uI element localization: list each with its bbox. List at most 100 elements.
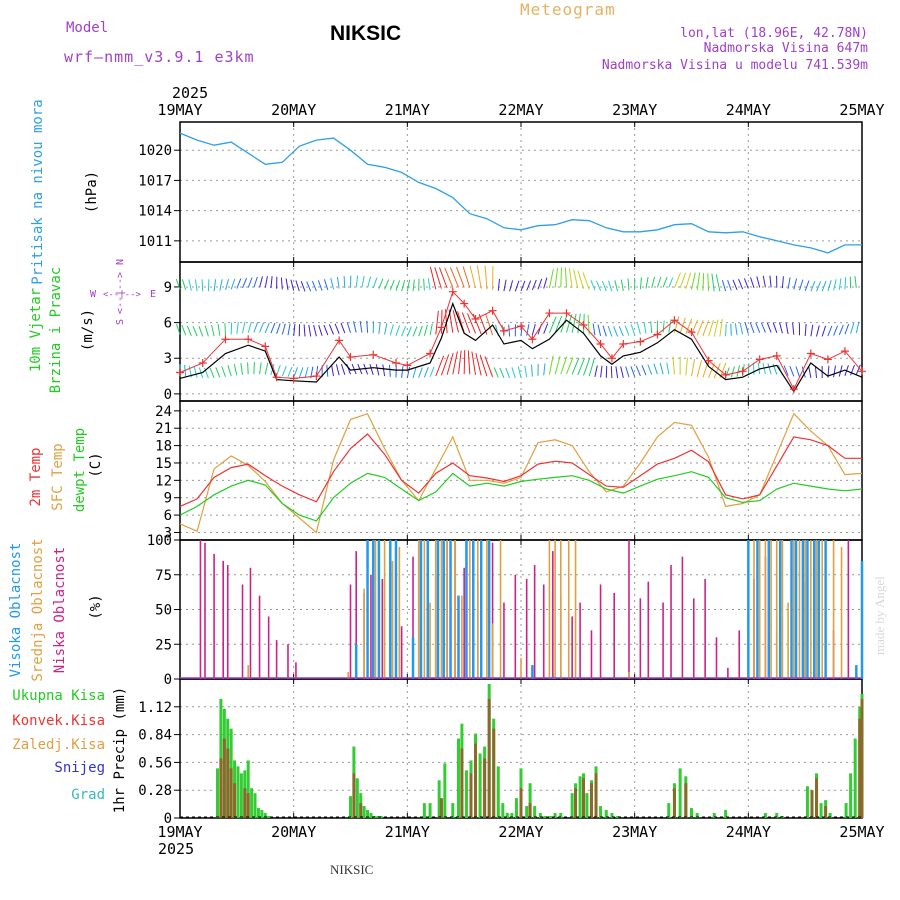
wind-arrow <box>571 357 580 375</box>
wind-arrow <box>531 279 537 291</box>
wind-arrow <box>795 366 800 378</box>
y-tick-label: 6 <box>164 508 172 524</box>
wind-arrow <box>639 277 642 290</box>
date-label-top: 21MAY <box>385 101 430 119</box>
total-rain-bar <box>478 753 482 818</box>
wind-arrow <box>685 357 688 376</box>
wind-arrow <box>509 280 514 292</box>
wind-arrow <box>317 280 323 291</box>
year-top: 2025 <box>172 84 209 102</box>
convective-rain-bar <box>469 773 473 818</box>
y-tick-label: 0 <box>164 672 172 688</box>
wind-arrow <box>355 275 359 288</box>
wind-arrow <box>537 278 543 290</box>
wind-gust-marker <box>471 315 480 324</box>
wind-gust-marker <box>596 339 605 348</box>
wind-arrow <box>596 280 602 291</box>
wind-arrow <box>207 279 210 292</box>
panel-frame <box>179 400 863 541</box>
wind-arrow <box>395 280 401 291</box>
wind-arrow <box>285 278 289 291</box>
convective-rain-bar <box>243 788 247 818</box>
wind-arrow <box>259 322 265 333</box>
wind-arrow <box>855 321 860 334</box>
wind-arrow <box>395 325 401 336</box>
wind-arrow <box>412 326 418 337</box>
total-rain-bar <box>369 813 373 818</box>
wind-gust-marker <box>312 372 321 381</box>
wind-arrow <box>582 272 590 290</box>
wind-arrow <box>270 276 273 289</box>
total-rain-bar <box>538 813 542 818</box>
wind-arrow <box>233 363 238 376</box>
wind-compass: N <--|--> S W <--|--> E <box>90 259 156 325</box>
total-rain-bar <box>366 810 370 818</box>
wind-gust-marker <box>289 374 298 383</box>
wind-arrow <box>543 323 549 334</box>
wind-arrow <box>418 325 423 337</box>
total-rain-bar <box>464 770 468 818</box>
year-bottom: 2025 <box>158 840 195 858</box>
convective-rain-bar <box>229 768 233 818</box>
wind-arrow <box>181 279 187 291</box>
wind-arrow <box>750 277 755 289</box>
wind-gust-marker <box>272 373 281 382</box>
total-rain-bar <box>263 813 267 818</box>
wind-arrow <box>637 323 641 335</box>
wind-gust-marker <box>772 351 781 360</box>
total-rain-bar <box>763 813 767 818</box>
precip-legend-item: Ukupna Kisa <box>12 688 105 704</box>
total-rain-bar <box>549 816 553 818</box>
wind-arrow <box>204 367 209 379</box>
convective-rain-bar <box>574 788 578 818</box>
label-wind-speed-dir: Brzina i Pravac <box>48 267 64 393</box>
wind-arrow <box>204 325 209 337</box>
total-rain-bar <box>256 808 260 818</box>
wind-arrow <box>313 324 317 337</box>
wind-arrow <box>176 323 181 335</box>
wind-arrow <box>293 367 299 378</box>
wind-arrow <box>627 278 630 291</box>
wind-arrow <box>264 362 269 375</box>
wind-arrow <box>484 265 488 290</box>
date-label-top: 19MAY <box>157 101 202 119</box>
total-rain-bar <box>355 778 359 818</box>
total-rain-bar <box>428 803 432 818</box>
wind-arrow <box>772 322 778 333</box>
wind-gust-marker <box>687 328 696 337</box>
wind-arrow <box>300 281 306 292</box>
wind-arrow <box>227 365 232 377</box>
total-rain-bar <box>805 786 809 818</box>
wind-arrow <box>571 313 577 333</box>
wind-gust-marker <box>488 306 497 315</box>
wind-gust-marker <box>823 355 832 364</box>
total-rain-bar <box>267 816 271 818</box>
wind-gust-marker <box>619 339 628 348</box>
wind-arrow <box>618 326 624 337</box>
date-label-bottom: 22MAY <box>498 823 543 841</box>
label-high-cloud: Visoka Oblacnost <box>8 543 24 678</box>
wind-arrow <box>310 366 314 379</box>
total-rain-bar <box>559 813 563 818</box>
wind-arrow <box>259 276 263 288</box>
wind-arrow <box>601 280 607 292</box>
date-label-bottom: 21MAY <box>385 823 430 841</box>
date-label-bottom: 24MAY <box>726 823 771 841</box>
total-rain-bar <box>379 816 383 818</box>
wind-arrow <box>469 265 476 289</box>
wind-arrow <box>328 324 334 335</box>
wind-arrow <box>318 325 323 336</box>
y-tick-label: 9 <box>164 280 172 296</box>
wind-arrow <box>554 267 558 288</box>
wind-arrow <box>810 281 816 292</box>
wind-arrow <box>471 351 476 375</box>
wind-arrow <box>359 320 363 333</box>
label-precip-mm: 1hr Precip (mm) <box>112 687 128 813</box>
wind-arrow <box>785 322 789 335</box>
wind-arrow <box>734 323 738 336</box>
wind-arrow <box>462 266 471 288</box>
wind-arrow <box>304 366 309 379</box>
wind-arrow <box>855 364 861 375</box>
convective-rain-bar <box>672 788 676 818</box>
total-rain-bar <box>496 766 500 818</box>
